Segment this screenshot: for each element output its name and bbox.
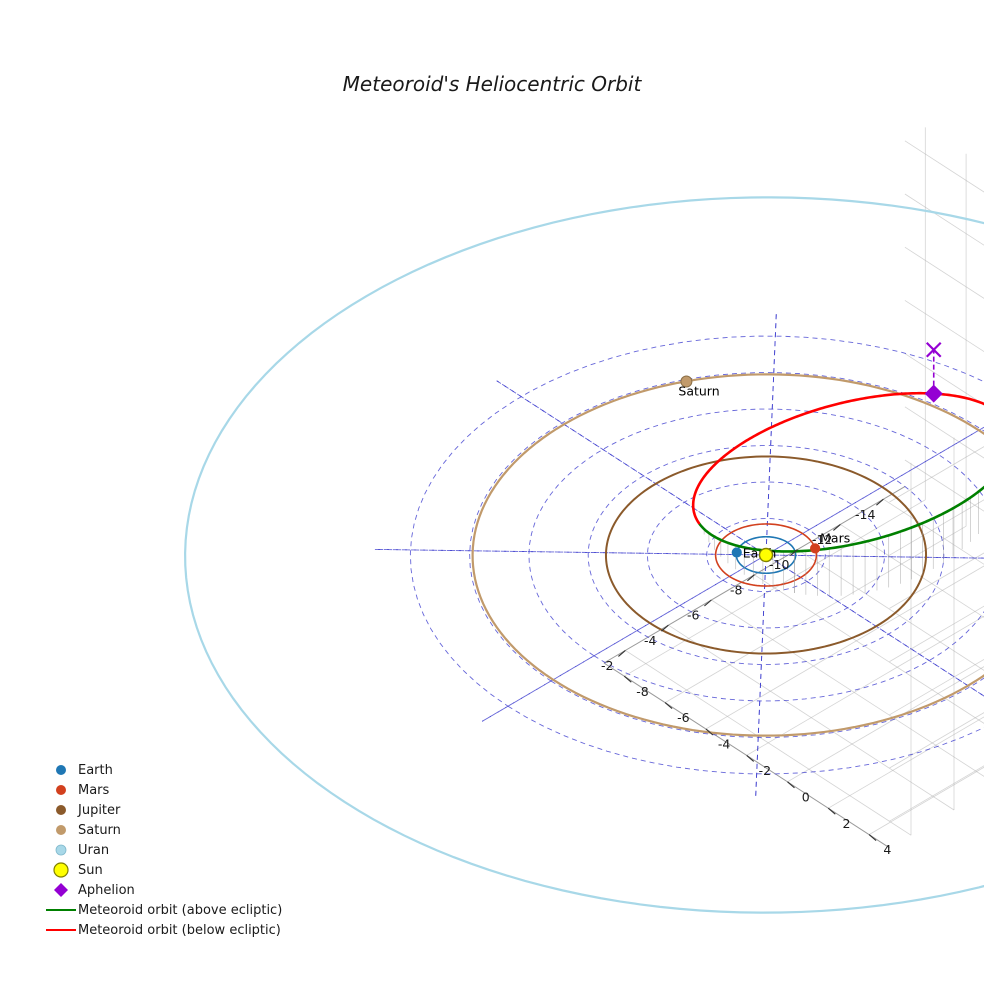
tick-label: -14 bbox=[855, 507, 875, 522]
diamond-marker-icon bbox=[44, 880, 78, 900]
line-swatch-icon bbox=[44, 920, 78, 940]
body-markers: SaturnMarsEarth bbox=[678, 341, 943, 563]
legend-label: Mars bbox=[78, 782, 110, 798]
legend-label: Meteoroid orbit (below ecliptic) bbox=[78, 922, 281, 938]
tick-label: -8 bbox=[636, 684, 649, 699]
tick-label: -2 bbox=[601, 658, 613, 673]
legend-label: Saturn bbox=[78, 822, 121, 838]
orbit-projection-stems bbox=[699, 491, 979, 597]
legend-item-meteoroid-below[interactable]: Meteoroid orbit (below ecliptic) bbox=[44, 920, 294, 940]
filled-circle-marker-icon bbox=[44, 820, 78, 840]
saturn-marker bbox=[680, 375, 693, 388]
legend-item-meteoroid-above[interactable]: Meteoroid orbit (above ecliptic) bbox=[44, 900, 294, 920]
tick-label: -12 bbox=[812, 532, 832, 547]
meteoroid-orbit bbox=[691, 391, 984, 553]
filled-circle-marker-icon bbox=[44, 840, 78, 860]
mars-label: Mars bbox=[820, 530, 850, 545]
legend-label: Aphelion bbox=[78, 882, 135, 898]
legend-item-aphelion[interactable]: Aphelion bbox=[44, 880, 294, 900]
tick-label: 2 bbox=[843, 816, 851, 831]
tick-label: -4 bbox=[718, 737, 731, 752]
legend-label: Uran bbox=[78, 842, 110, 858]
tick-label: -8 bbox=[730, 582, 743, 597]
sun-marker bbox=[758, 547, 774, 563]
legend-item-uran[interactable]: Uran bbox=[44, 840, 294, 860]
line-swatch-icon bbox=[44, 900, 78, 920]
legend-item-sun[interactable]: Sun bbox=[44, 860, 294, 880]
legend-label: Meteoroid orbit (above ecliptic) bbox=[78, 902, 283, 918]
earth-marker bbox=[731, 547, 742, 558]
legend: Earth Mars Jupiter Saturn Uran bbox=[44, 760, 294, 940]
legend-item-jupiter[interactable]: Jupiter bbox=[44, 800, 294, 820]
filled-circle-marker-icon bbox=[44, 780, 78, 800]
tick-label: 4 bbox=[883, 842, 891, 857]
tick-label: -4 bbox=[644, 633, 657, 648]
legend-item-saturn[interactable]: Saturn bbox=[44, 820, 294, 840]
sun-marker-icon bbox=[44, 860, 78, 880]
tick-label: -6 bbox=[677, 710, 690, 725]
axes-pane-grid bbox=[603, 127, 984, 849]
saturn-label: Saturn bbox=[678, 384, 719, 399]
filled-circle-marker-icon bbox=[44, 800, 78, 820]
tick-label: 0 bbox=[802, 789, 810, 804]
tick-label: -2 bbox=[759, 763, 771, 778]
page-title: Meteoroid's Heliocentric Orbit bbox=[342, 72, 642, 96]
tick-label: -6 bbox=[687, 608, 700, 623]
mars-marker bbox=[810, 543, 821, 554]
legend-item-earth[interactable]: Earth bbox=[44, 760, 294, 780]
legend-label: Jupiter bbox=[78, 802, 121, 818]
legend-item-mars[interactable]: Mars bbox=[44, 780, 294, 800]
filled-circle-marker-icon bbox=[44, 760, 78, 780]
x-marker-icon bbox=[925, 341, 942, 358]
tick-label: -10 bbox=[769, 557, 789, 572]
legend-label: Earth bbox=[78, 762, 113, 778]
aphelion-diamond-marker bbox=[924, 384, 943, 403]
legend-label: Sun bbox=[78, 862, 103, 878]
